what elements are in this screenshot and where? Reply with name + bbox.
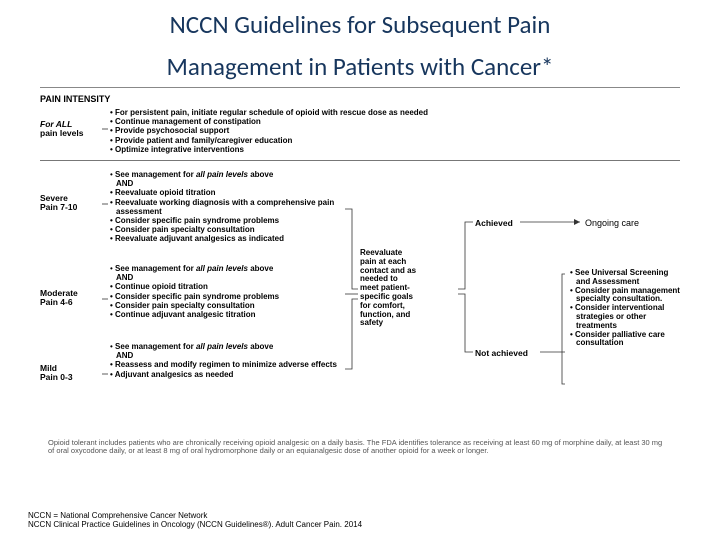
divider [40,160,680,161]
bullets-severe-5: Reevaluate adjuvant analgesics as indica… [110,234,345,243]
bullets-mild-1: Reassess and modify regimen to minimize … [110,360,345,369]
mid-l4: needed to [360,274,398,283]
right-4: Consider palliative care consultation [570,331,680,349]
footer-line1: NCCN = National Comprehensive Cancer Net… [28,511,362,521]
title-underline [40,87,680,88]
level-severe-label: Severe Pain 7-10 [40,194,102,213]
pain-intensity-header: PAIN INTENSITY [40,94,110,104]
right-1: See Universal Screening and Assessment [570,269,680,287]
mid-l2: pain at each [360,257,406,266]
bullets-moderate-4: Continue adjuvant analgesic titration [110,310,345,319]
level-moderate-label: Moderate Pain 4-6 [40,289,102,308]
bullets-mild-2: Adjuvant analgesics as needed [110,370,345,379]
level-moderate-l2: Pain 4-6 [40,297,73,307]
bullets-all-3: Provide psychosocial support [110,126,430,135]
bullets-severe-2: Reevaluate working diagnosis with a comp… [110,198,345,216]
bullets-all-1: For persistent pain, initiate regular sc… [110,108,430,117]
right-bullets: See Universal Screening and Assessment C… [570,269,680,348]
reevaluate-box: Reevaluate pain at each contact and as n… [360,249,455,328]
bullets-moderate-1: Continue opioid titration [110,282,345,291]
bullets-moderate-2: Consider specific pain syndrome problems [110,292,345,301]
not-achieved-label: Not achieved [475,348,528,358]
slide-title-line2: Management in Patients with Cancer* [0,42,720,84]
see-line-severe: See management for all pain levels above [110,170,345,179]
bullets-mild: See management for all pain levels above… [110,342,345,379]
mid-l9: safety [360,318,383,327]
mid-l6: specific goals [360,292,413,301]
and-moderate: AND [110,273,133,282]
bullets-severe-3: Consider specific pain syndrome problems [110,216,345,225]
bullets-severe-4: Consider pain specialty consultation [110,225,345,234]
mid-l5: meet patient- [360,283,410,292]
see-line-mild: See management for all pain levels above [110,342,345,351]
ongoing-care: Ongoing care [585,218,639,228]
bullets-moderate-3: Consider pain specialty consultation [110,301,345,310]
bullets-all: For persistent pain, initiate regular sc… [110,108,430,154]
mid-l1: Reevaluate [360,248,402,257]
bullets-all-2: Continue management of constipation [110,117,430,126]
bullets-all-4: Provide patient and family/caregiver edu… [110,136,430,145]
achieved-label: Achieved [475,218,513,228]
level-all-l2: pain levels [40,128,83,138]
bullets-severe-1: Reevaluate opioid titration [110,188,345,197]
bullets-moderate: See management for all pain levels above… [110,264,345,319]
level-mild-label: Mild Pain 0-3 [40,364,102,383]
mid-l8: function, and [360,310,410,319]
bullets-all-5: Optimize integrative interventions [110,145,430,154]
footer: NCCN = National Comprehensive Cancer Net… [28,511,362,530]
and-severe: AND [110,179,133,188]
level-mild-l2: Pain 0-3 [40,372,73,382]
level-severe-l2: Pain 7-10 [40,202,77,212]
mid-l3: contact and as [360,266,416,275]
and-mild: AND [110,351,133,360]
guideline-chart: PAIN INTENSITY For ALL pain levels For p… [40,94,680,484]
mid-l7: for comfort, [360,301,405,310]
slide-title-line1: NCCN Guidelines for Subsequent Pain [0,0,720,42]
right-3: Consider interventional strategies or ot… [570,304,680,330]
right-2: Consider pain management specialty consu… [570,287,680,305]
level-all-label: For ALL pain levels [40,120,102,139]
disclaimer: Opioid tolerant includes patients who ar… [48,439,668,456]
bullets-severe: See management for all pain levels above… [110,170,345,244]
footer-line2: NCCN Clinical Practice Guidelines in Onc… [28,520,362,530]
see-line-moderate: See management for all pain levels above [110,264,345,273]
